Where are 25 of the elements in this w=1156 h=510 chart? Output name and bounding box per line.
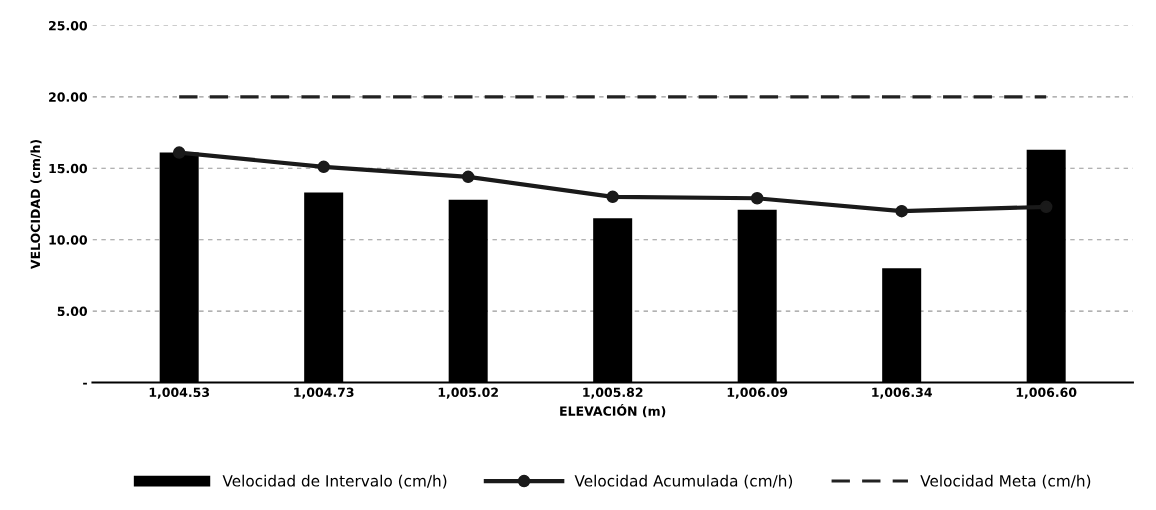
y-tick-label: 10.00	[49, 235, 88, 245]
x-tick-label: 1,004.73	[294, 387, 354, 399]
point	[172, 146, 186, 159]
x-axis-title: ELEVACIÓN (m)	[560, 404, 666, 418]
legend-label: Velocidad de Intervalo (cm/h)	[222, 474, 447, 489]
point	[461, 170, 475, 184]
point	[1039, 200, 1053, 214]
point	[317, 160, 330, 174]
y-tick-label: 15.00	[49, 163, 88, 174]
y-tick-label: 20.00	[49, 92, 88, 102]
x-tick-label: 1,004.53	[149, 387, 210, 399]
x-tick-label: 1,006.34	[872, 387, 932, 399]
legend-label: Velocidad Meta (cm/h)	[920, 474, 1091, 489]
x-tick-label: 1,006.09	[727, 387, 788, 399]
legend-label: Velocidad Acumulada (cm/h)	[574, 474, 793, 489]
y-tick-label: 25.00	[49, 20, 88, 31]
x-tick-label: 1,005.82	[583, 387, 643, 399]
y-tick-label: 5.00	[57, 306, 88, 317]
point	[750, 192, 764, 205]
point	[606, 190, 619, 204]
x-tick-label: 1,005.02	[438, 387, 498, 399]
point	[895, 204, 908, 218]
y-tick-label: -	[83, 382, 87, 385]
y-axis-title: VELOCIDAD (cm/h)	[30, 139, 42, 270]
x-tick-label: 1,006.60	[1016, 387, 1077, 399]
